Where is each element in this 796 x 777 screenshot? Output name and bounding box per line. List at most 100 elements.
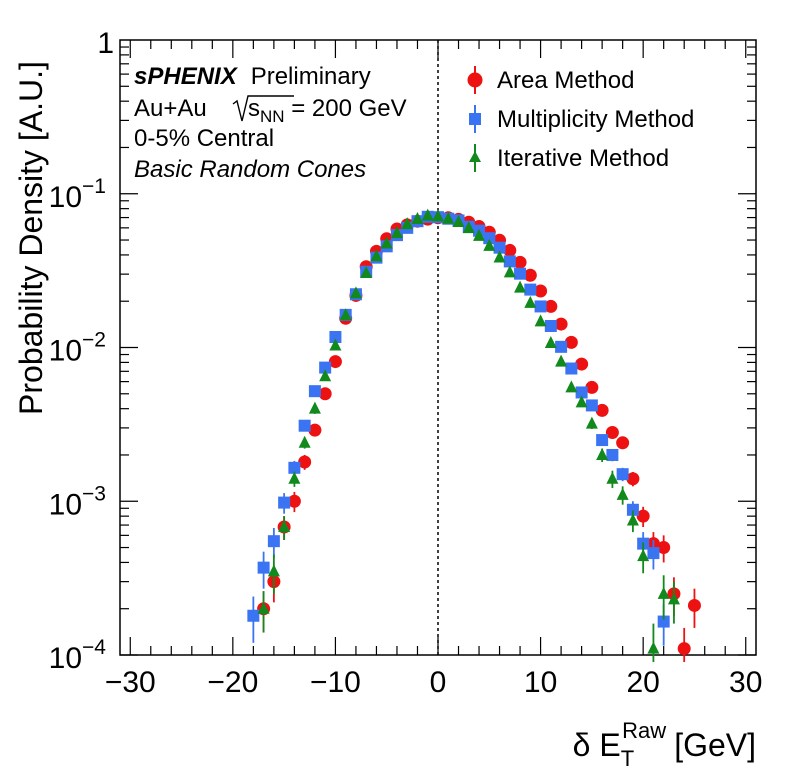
data-point: [523, 268, 537, 282]
data-point: [513, 255, 527, 269]
data-point: [595, 403, 609, 417]
data-point: [503, 243, 517, 257]
axis-ticks: [120, 40, 756, 656]
x-axis-title: δ ET Raw [GeV]: [573, 718, 756, 771]
y-axis-title: Probability Density [A.U.]: [13, 61, 49, 415]
x-tick-label: 30: [729, 666, 762, 699]
energy-label: sNN = 200 GeV: [248, 95, 407, 126]
data-point: [544, 335, 557, 348]
collision-system-label: Au+Au: [134, 95, 207, 122]
x-tick-label: 20: [626, 666, 659, 699]
data-point: [298, 455, 312, 469]
data-point: [514, 280, 527, 293]
data-point: [626, 503, 639, 516]
series-triangle: [257, 208, 680, 663]
data-point: [575, 395, 588, 408]
y-tick-label: 10−1: [49, 175, 106, 214]
data-point: [421, 208, 434, 221]
y-tick-label: 10−2: [49, 329, 106, 368]
data-point: [298, 419, 311, 432]
data-point: [606, 448, 619, 461]
data-point: [636, 509, 650, 523]
data-point: [267, 564, 280, 577]
data-point: [503, 255, 516, 268]
data-point: [328, 355, 342, 369]
x-axis-title-sub: T: [621, 746, 634, 771]
data-point: [585, 380, 599, 394]
data-point: [575, 386, 588, 399]
data-point: [606, 471, 619, 484]
data-point: [339, 308, 352, 321]
data-point: [565, 380, 578, 393]
x-axis-title-sup: Raw: [622, 718, 666, 743]
data-point: [616, 436, 630, 450]
legend: Area Method Multiplicity Method Iterativ…: [467, 66, 694, 172]
data-point: [514, 267, 527, 280]
x-axis-title-prefix: δ E: [573, 727, 621, 763]
data-point: [257, 601, 270, 614]
data-point: [585, 416, 598, 429]
data-point: [483, 232, 496, 245]
data-point: [308, 401, 321, 414]
experiment-status: Preliminary: [251, 63, 371, 90]
data-point: [411, 212, 424, 225]
data-point: [524, 283, 537, 296]
data-point: [544, 319, 557, 332]
y-tick-label: 10−4: [49, 636, 107, 675]
experiment-label: sPHENIX Preliminary: [134, 63, 371, 90]
data-point: [483, 238, 496, 251]
x-tick-label: −20: [207, 666, 258, 699]
data-point: [308, 385, 321, 398]
data-point: [401, 217, 414, 230]
data-point: [626, 513, 639, 526]
series-layer: [247, 208, 701, 663]
data-point: [544, 299, 558, 313]
data-point: [247, 609, 260, 622]
data-point: [503, 265, 516, 278]
legend-label-multiplicity: Multiplicity Method: [497, 106, 694, 133]
legend-label-iterative: Iterative Method: [497, 145, 669, 172]
data-point: [278, 496, 291, 509]
data-point: [524, 295, 537, 308]
data-point: [493, 250, 506, 263]
legend-item-multiplicity: Multiplicity Method: [469, 105, 694, 133]
data-point: [318, 387, 332, 401]
data-point: [596, 447, 609, 460]
data-point: [534, 300, 547, 313]
data-point: [585, 399, 598, 412]
data-point: [329, 331, 342, 344]
data-point: [462, 221, 475, 234]
y-tick-label: 10−3: [49, 482, 106, 521]
data-point: [298, 435, 311, 448]
legend-marker-circle-icon: [467, 72, 483, 88]
data-point: [370, 249, 383, 262]
info-block: sPHENIX Preliminary Au+Au sNN = 200 GeV 0…: [134, 63, 407, 183]
data-point: [278, 520, 291, 533]
data-point: [319, 369, 332, 382]
data-point: [657, 615, 670, 628]
data-point: [349, 286, 362, 299]
data-point: [380, 236, 393, 249]
data-point: [575, 357, 589, 371]
sqrt-symbol-icon: [232, 95, 294, 122]
data-point: [534, 314, 547, 327]
cones-label: Basic Random Cones: [134, 156, 366, 183]
data-point: [596, 434, 609, 447]
data-point: [626, 472, 640, 486]
legend-marker-square-icon: [469, 113, 481, 125]
x-tick-label: −30: [105, 666, 156, 699]
data-point: [657, 541, 671, 555]
data-point: [647, 547, 660, 560]
data-point: [257, 561, 270, 574]
data-point: [657, 586, 670, 599]
data-point: [616, 468, 629, 481]
data-point: [677, 642, 691, 656]
data-point: [554, 317, 568, 331]
data-point: [267, 535, 280, 548]
data-point: [605, 425, 619, 439]
data-point: [555, 340, 568, 353]
data-point: [329, 338, 342, 351]
data-point: [534, 284, 548, 298]
legend-item-area: Area Method: [467, 66, 634, 94]
